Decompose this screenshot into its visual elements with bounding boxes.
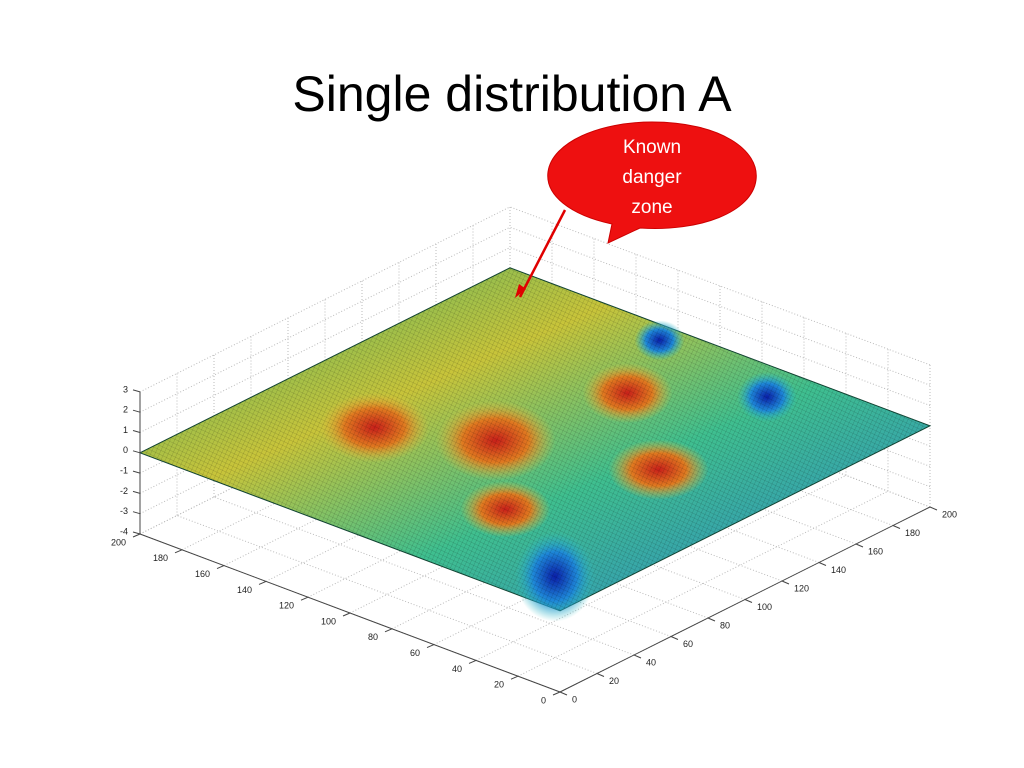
z-tick xyxy=(132,409,141,413)
y-tick-label: 120 xyxy=(794,583,809,593)
x-tick-label: 140 xyxy=(237,585,252,595)
z-tick-label: 0 xyxy=(123,445,128,455)
y-tick xyxy=(744,599,753,603)
y-tick-label: 40 xyxy=(646,657,656,667)
y-tick-label: 80 xyxy=(720,620,730,630)
x-tick xyxy=(552,691,561,696)
y-tick xyxy=(929,506,938,511)
z-tick-label: -1 xyxy=(120,465,128,475)
y-tick xyxy=(559,691,568,696)
x-tick-label: 160 xyxy=(195,569,210,579)
callout-text: zone xyxy=(631,197,672,218)
y-tick-label: 160 xyxy=(868,546,883,556)
x-tick-label: 0 xyxy=(541,695,546,705)
y-tick-label: 100 xyxy=(757,602,772,612)
y-tick-label: 20 xyxy=(609,676,619,686)
x-tick xyxy=(258,580,267,585)
y-tick xyxy=(707,617,716,622)
x-tick-label: 20 xyxy=(494,680,504,690)
z-tick xyxy=(132,531,141,535)
z-tick xyxy=(132,470,141,474)
surface-mesh xyxy=(140,267,930,611)
y-tick xyxy=(818,562,827,566)
x-tick-label: 200 xyxy=(111,537,126,547)
slide-title: Single distribution A xyxy=(292,66,732,122)
x-tick xyxy=(300,596,309,601)
y-tick xyxy=(855,543,864,548)
z-tick-label: -3 xyxy=(120,506,128,516)
y-tick xyxy=(633,654,642,659)
x-tick-label: 180 xyxy=(153,553,168,563)
arrow-head xyxy=(515,284,526,298)
x-tick xyxy=(510,675,519,680)
x-tick-label: 80 xyxy=(368,632,378,642)
z-tick-label: 3 xyxy=(123,384,128,394)
callout-bubble xyxy=(547,121,757,244)
y-tick xyxy=(781,580,790,585)
x-tick xyxy=(426,644,435,649)
y-tick xyxy=(670,636,679,640)
y-tick xyxy=(892,525,901,529)
z-tick-label: -2 xyxy=(120,486,128,496)
plot: 0204060801001201401601802000204060801001… xyxy=(111,206,957,705)
x-tick-label: 120 xyxy=(279,601,294,611)
y-tick xyxy=(596,673,605,677)
z-tick xyxy=(132,511,141,515)
x-tick xyxy=(342,612,351,617)
z-tick xyxy=(132,450,141,454)
y-tick-label: 200 xyxy=(942,509,957,519)
z-tick-label: 1 xyxy=(123,425,128,435)
callout-arrow xyxy=(518,209,567,298)
y-tick-label: 60 xyxy=(683,639,693,649)
x-tick xyxy=(216,565,225,570)
z-tick xyxy=(132,430,141,433)
y-tick-label: 0 xyxy=(572,694,577,704)
z-tick xyxy=(132,389,141,393)
z-tick xyxy=(132,490,141,494)
x-tick xyxy=(174,549,183,554)
y-tick-label: 180 xyxy=(905,528,920,538)
x-tick-label: 60 xyxy=(410,648,420,658)
z-tick-label: -4 xyxy=(120,526,128,536)
x-tick-label: 40 xyxy=(452,664,462,674)
x-tick xyxy=(384,628,393,633)
x-tick xyxy=(468,659,477,664)
z-tick-label: 2 xyxy=(123,405,128,415)
y-tick-label: 140 xyxy=(831,565,846,575)
callout-text: Known xyxy=(623,137,681,158)
x-tick-label: 100 xyxy=(321,616,336,626)
callout-text: danger xyxy=(622,167,682,188)
x-tick xyxy=(132,533,141,538)
